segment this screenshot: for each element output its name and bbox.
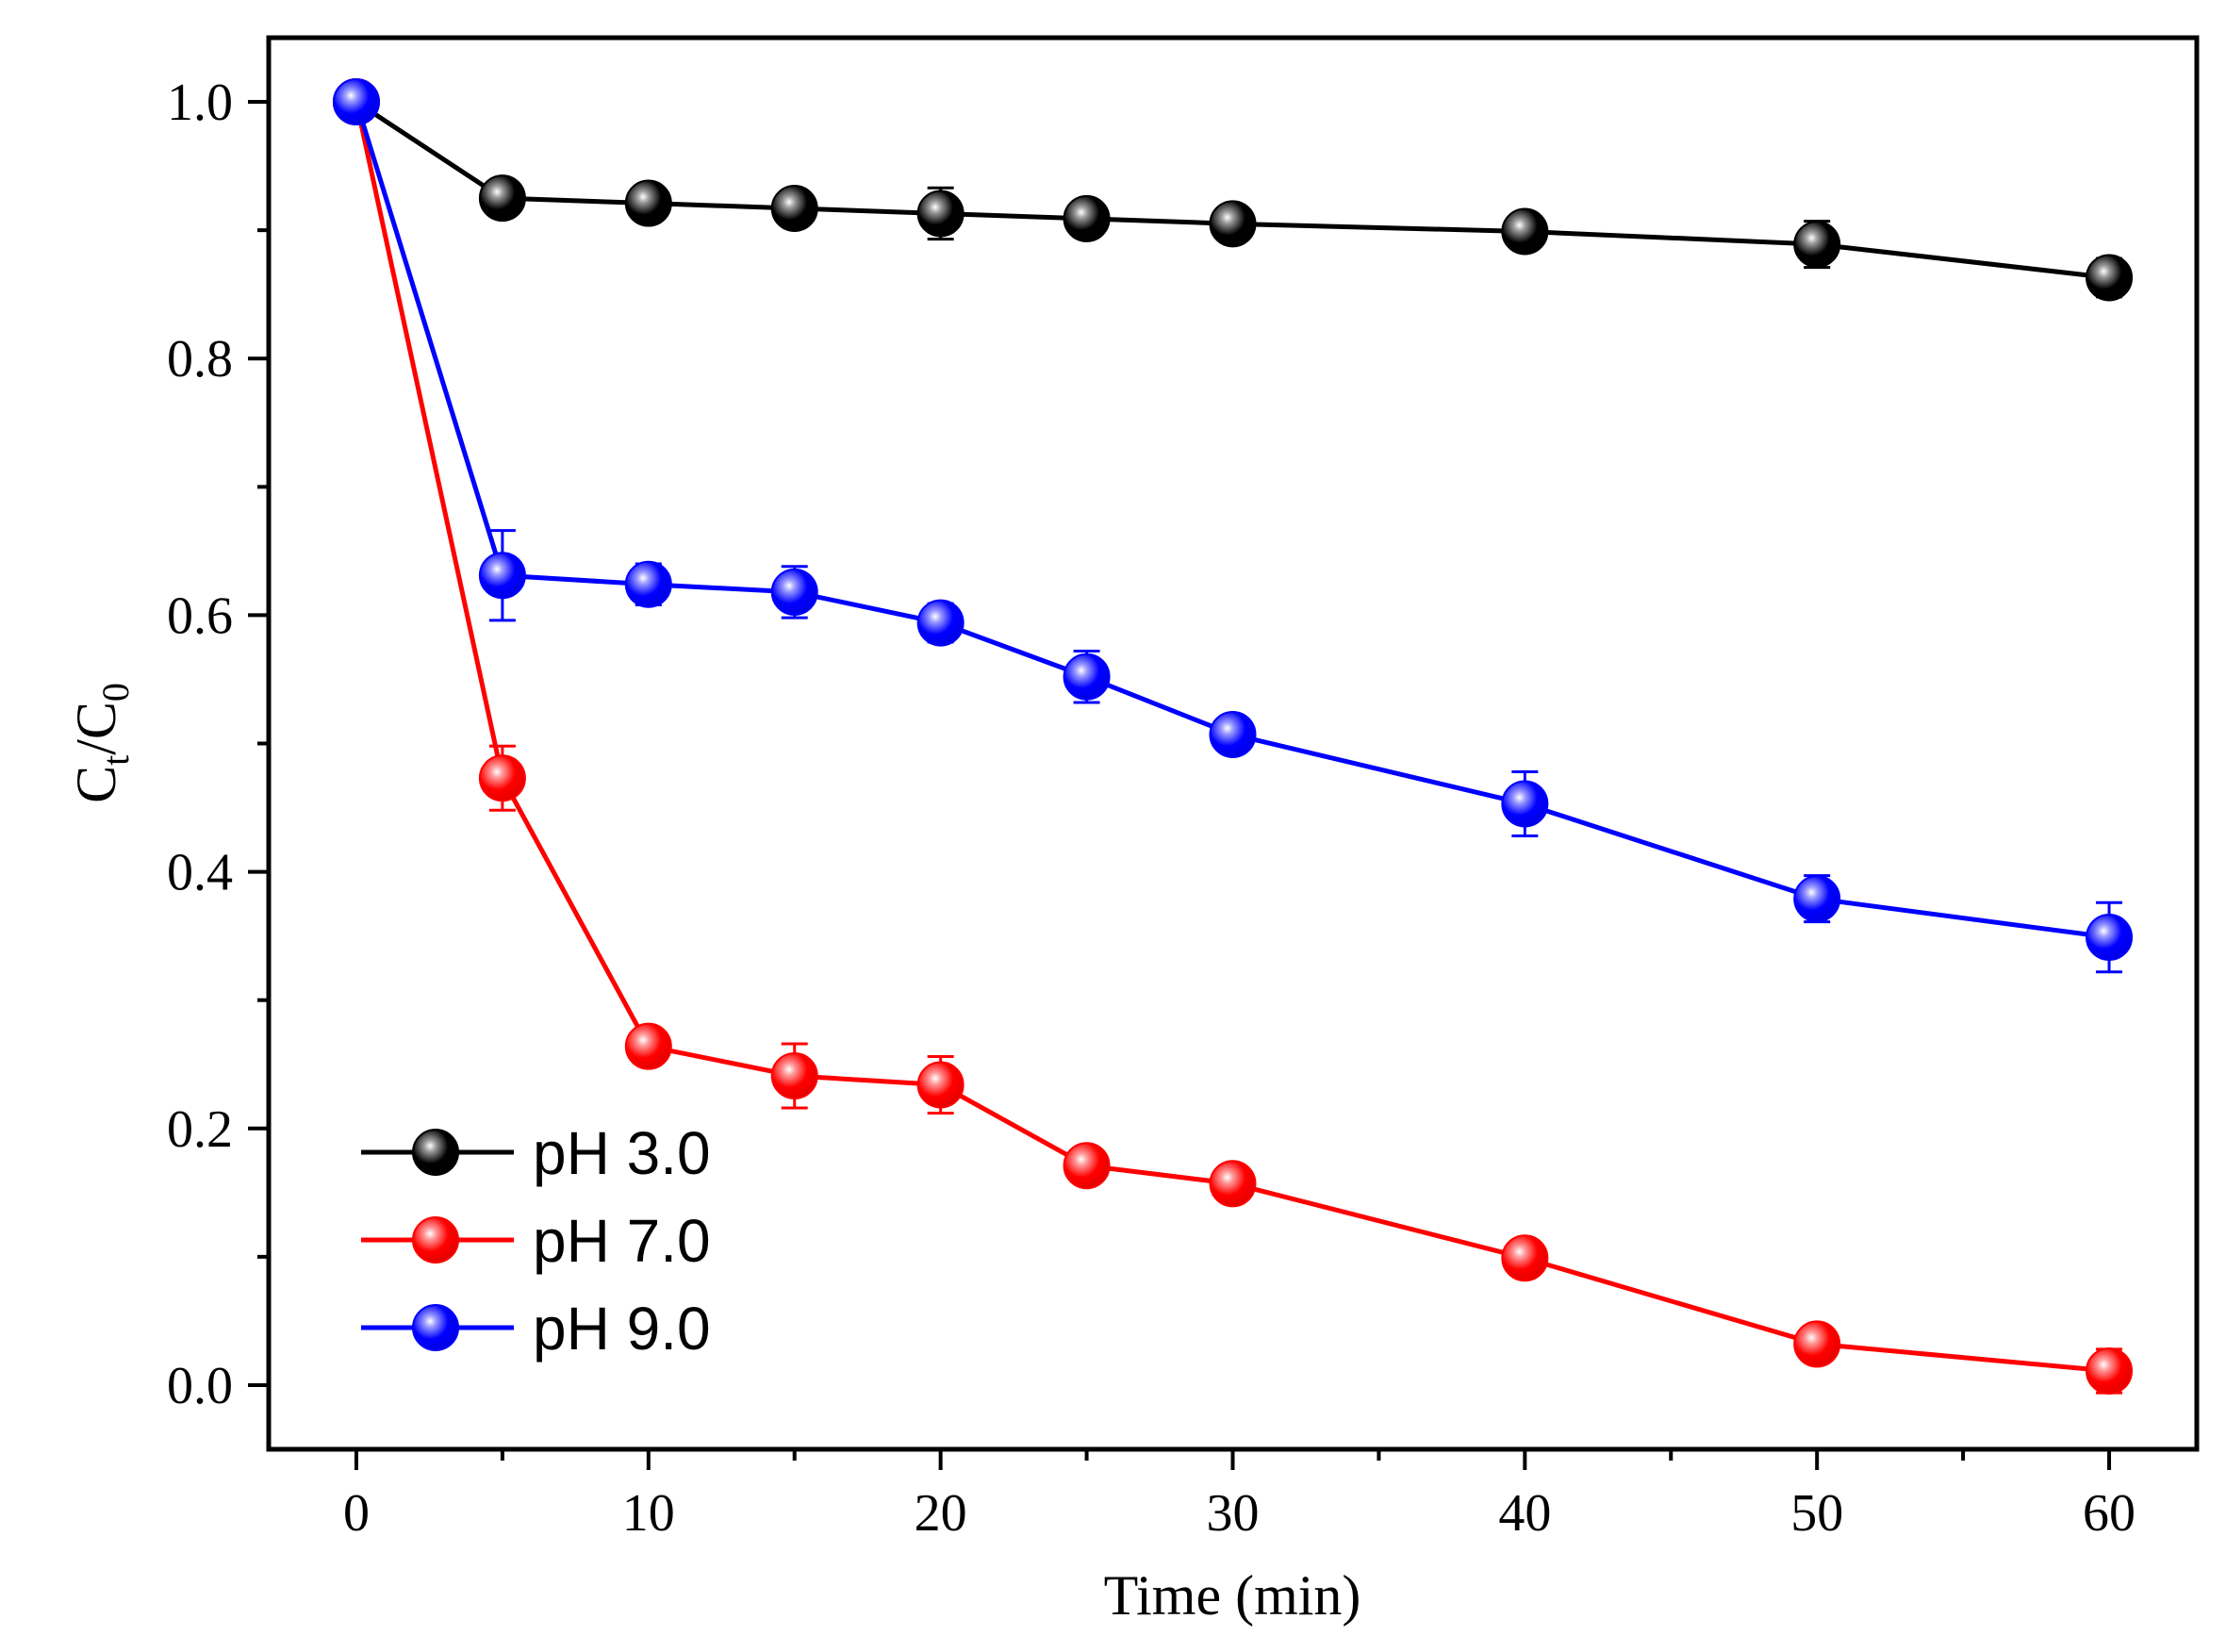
- x-axis-title: Time (min): [1104, 1564, 1361, 1627]
- y-tick-label: 1.0: [167, 74, 233, 132]
- data-point: [916, 190, 965, 238]
- data-point: [332, 78, 380, 126]
- data-point: [770, 185, 818, 233]
- data-point: [478, 754, 526, 802]
- series-0: [332, 78, 2134, 302]
- legend: pH 3.0 pH 7.0 pH 9.0: [361, 1119, 711, 1363]
- series-line: [354, 101, 2110, 940]
- data-point: [1501, 780, 1549, 828]
- x-axis-tick-labels: 0 10 20 30 40 50 60: [343, 1484, 2135, 1543]
- series-2: [332, 78, 2134, 974]
- data-point: [2086, 913, 2134, 961]
- legend-label-ph-3: pH 3.0: [533, 1119, 711, 1187]
- y-tick-label: 0.8: [167, 330, 233, 388]
- y-axis-title-separator: /C: [65, 702, 127, 755]
- data-point: [916, 599, 965, 647]
- legend-marker-ph-3: [412, 1129, 459, 1176]
- data-point: [1063, 653, 1111, 701]
- data-point: [1063, 1142, 1111, 1190]
- x-tick-label: 20: [915, 1484, 967, 1543]
- x-tick-label: 50: [1790, 1484, 1843, 1543]
- legend-marker-ph-7: [412, 1216, 459, 1264]
- y-axis-tick-labels: 0.0 0.2 0.4 0.6 0.8 1.0: [167, 74, 233, 1415]
- data-point: [1793, 221, 1841, 269]
- series-line: [355, 99, 2110, 280]
- series-line: [354, 101, 2110, 1374]
- data-point: [624, 1022, 672, 1070]
- x-tick-label: 60: [2083, 1484, 2135, 1543]
- data-point: [624, 560, 672, 608]
- legend-item: pH 3.0: [361, 1119, 711, 1187]
- y-axis-title-subscript-0: 0: [94, 683, 137, 702]
- data-point: [770, 1051, 818, 1099]
- x-axis-ticks: [354, 1449, 2112, 1470]
- data-point: [1501, 1234, 1549, 1282]
- data-point: [1501, 207, 1549, 256]
- data-point: [478, 174, 526, 223]
- data-point: [1793, 875, 1841, 923]
- legend-marker-ph-9: [412, 1304, 459, 1351]
- x-tick-label: 10: [622, 1484, 675, 1543]
- legend-label-ph-7: pH 7.0: [533, 1207, 711, 1275]
- series-layer: [332, 78, 2134, 1395]
- y-axis-ticks: [248, 100, 269, 1387]
- data-point: [1063, 194, 1111, 242]
- data-point: [1209, 710, 1257, 758]
- data-point: [478, 552, 526, 600]
- legend-label-ph-9: pH 9.0: [533, 1295, 711, 1363]
- y-tick-label: 0.4: [167, 844, 233, 902]
- x-tick-label: 0: [343, 1484, 370, 1543]
- y-tick-label: 0.6: [167, 586, 233, 645]
- data-point: [770, 568, 818, 616]
- y-axis-title-base: C: [65, 766, 127, 803]
- data-point: [1793, 1320, 1841, 1368]
- data-point: [624, 179, 672, 227]
- x-tick-label: 30: [1207, 1484, 1260, 1543]
- y-tick-label: 0.2: [167, 1100, 233, 1159]
- data-point: [916, 1061, 965, 1109]
- y-axis-title: Ct/C0: [65, 683, 137, 803]
- y-tick-label: 0.0: [167, 1357, 233, 1415]
- data-point: [1209, 1160, 1257, 1208]
- data-point: [1209, 200, 1257, 248]
- data-point: [2086, 254, 2134, 302]
- x-tick-label: 40: [1498, 1484, 1551, 1543]
- data-point: [2086, 1346, 2134, 1395]
- y-axis-title-subscript-t: t: [94, 755, 137, 766]
- legend-item: pH 7.0: [361, 1207, 711, 1275]
- legend-item: pH 9.0: [361, 1295, 711, 1363]
